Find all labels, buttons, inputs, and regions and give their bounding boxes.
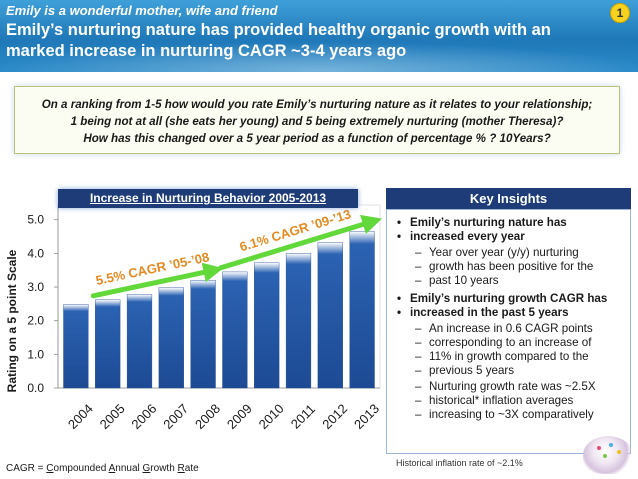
headline: Emily’s nurturing nature has provided he…	[6, 21, 551, 60]
x-tick-label: 2009	[224, 401, 255, 432]
cagr-arrow-1	[90, 262, 224, 299]
insight-1a-line-a: Year over year (y/y) nurturing	[399, 246, 623, 261]
insight-2a-line-d: previous 5 years	[399, 364, 623, 379]
insight-1a-line-c: past 10 years	[399, 274, 623, 289]
insight-2a-line-b: corresponding to an increase of	[399, 336, 623, 351]
survey-question-box: On a ranking from 1-5 how would you rate…	[14, 86, 620, 154]
x-tick-label: 2008	[192, 401, 223, 432]
cagr-arrow-2	[217, 214, 383, 271]
y-axis-label: Rating on a 5 point Scale	[5, 249, 19, 393]
cake-image	[583, 436, 633, 474]
y-axis-label-box: Rating on a 5 point Scale	[2, 244, 22, 404]
x-tick-label: 2006	[128, 401, 159, 432]
bar-2010	[254, 262, 280, 389]
y-tick-label: 1.0	[27, 347, 44, 361]
key-insights-title: Key Insights	[386, 188, 631, 209]
header-banner: Emily is a wonderful mother, wife and fr…	[0, 0, 638, 72]
bar-2011	[285, 253, 312, 389]
cagr-definition: CAGR = Compounded Annual Growth Rate	[6, 463, 199, 474]
bar-2006	[126, 294, 153, 389]
insight-2b-line-b: historical* inflation averages	[399, 394, 623, 409]
bar-2012	[317, 242, 343, 389]
x-tick-label: 2005	[97, 401, 128, 432]
x-tick-label: 2011	[288, 401, 318, 431]
insight-2b-line-a: Nurturing growth rate was ~2.5X	[399, 380, 623, 395]
question-line-2: 1 being not at all (she eats her young) …	[70, 115, 564, 128]
tagline: Emily is a wonderful mother, wife and fr…	[6, 3, 278, 18]
x-tick-label: 2010	[256, 401, 287, 432]
insight-1-line-b: increased every year	[395, 230, 623, 245]
bar-2013	[349, 231, 375, 389]
y-tick-label: 2.0	[27, 314, 44, 328]
y-tick-label: 5.0	[27, 213, 44, 227]
chart-title: Increase in Nurturing Behavior 2005-2013	[58, 189, 358, 208]
bar-2009	[222, 271, 248, 389]
insight-2a-line-a: An increase in 0.6 CAGR points	[399, 322, 623, 337]
insight-2-line-a: Emily’s nurturing growth CAGR has	[395, 292, 623, 307]
key-insights-panel: Emily’s nurturing nature has increased e…	[386, 209, 631, 454]
insight-2b-line-c: increasing to ~3X comparatively	[399, 408, 623, 423]
bar-2004	[63, 304, 89, 389]
y-tick-label: 0.0	[27, 381, 44, 395]
bar-2005	[95, 299, 121, 389]
x-tick-label: 2013	[351, 401, 382, 432]
y-tick-label: 3.0	[27, 280, 44, 294]
question-line-3: How has this changed over a 5 year perio…	[83, 132, 551, 145]
question-line-1: On a ranking from 1-5 how would you rate…	[41, 98, 593, 111]
insight-1-line-a: Emily’s nurturing nature has	[395, 216, 623, 231]
insight-2-line-b: increased in the past 5 years	[395, 306, 623, 321]
x-tick-label: 2007	[160, 401, 191, 432]
insight-2a-line-c: 11% in growth compared to the	[399, 350, 623, 365]
insight-1a-line-b: growth has been positive for the	[399, 260, 623, 275]
bar-2007	[158, 287, 184, 389]
x-tick-label: 2012	[319, 401, 350, 432]
x-tick-label: 2004	[65, 401, 96, 432]
y-tick-label: 4.0	[27, 246, 44, 260]
inflation-footnote: Historical inflation rate of ~2.1%	[396, 458, 523, 468]
page-number-badge: 1	[610, 3, 630, 23]
bar-2008	[190, 280, 216, 389]
